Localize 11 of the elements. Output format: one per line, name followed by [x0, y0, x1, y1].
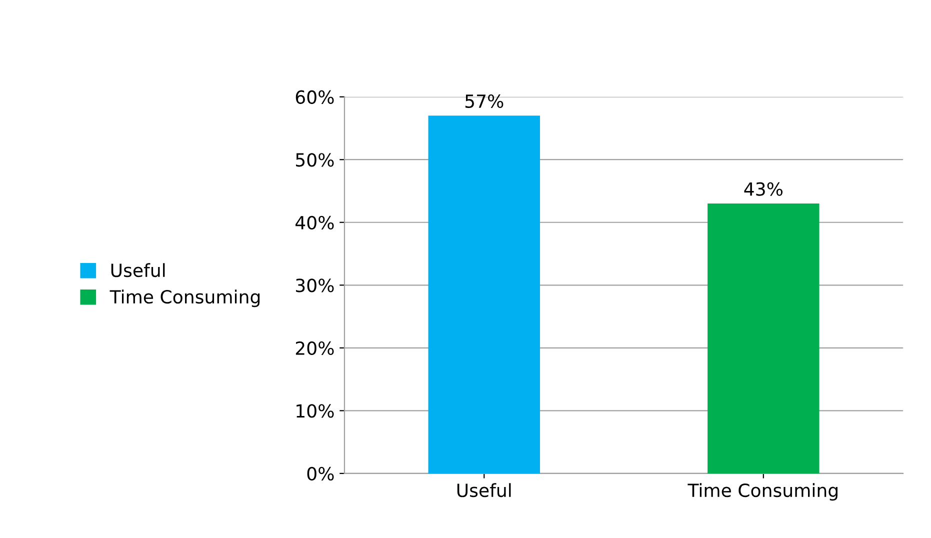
- data-label: 57%: [465, 94, 504, 108]
- y-tick-label: 20%: [296, 341, 334, 356]
- legend-label: Useful: [111, 263, 165, 278]
- y-tick-label: 30%: [296, 278, 334, 292]
- y-tick-label: 60%: [296, 90, 334, 104]
- legend-label: Time Consuming: [110, 290, 260, 308]
- y-tick-label: 0%: [307, 466, 334, 481]
- y-tick-label: 10%: [296, 404, 334, 418]
- y-tick-label: 50%: [296, 153, 334, 167]
- data-label: 43%: [744, 182, 782, 196]
- y-tick-label: 40%: [296, 216, 334, 230]
